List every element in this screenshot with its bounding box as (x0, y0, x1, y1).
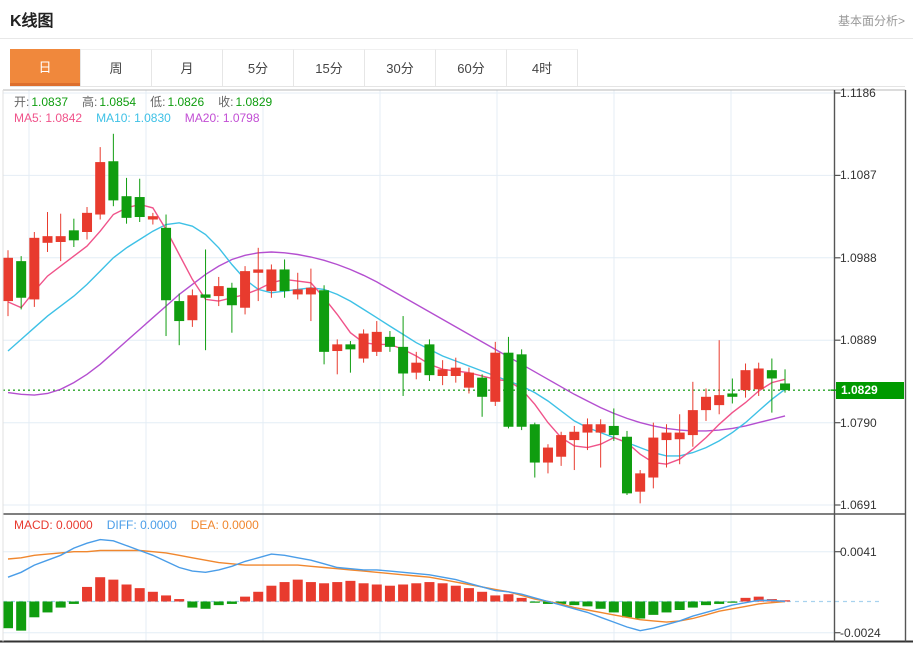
page-title: K线图 (10, 13, 54, 30)
macd-label: MACD: (14, 518, 53, 532)
close-label: 收: (218, 95, 234, 109)
ma-legend: MA5: 1.0842 MA10: 1.0830 MA20: 1.0798 (14, 111, 260, 125)
high-value: 1.0854 (99, 95, 137, 109)
ma5-label: MA5: (14, 111, 43, 125)
ma5-value: 1.0842 (45, 111, 83, 125)
price-tick-4: 1.0790 (840, 416, 877, 430)
tab-monthly[interactable]: 月 (152, 49, 223, 87)
diff-value-legend: DIFF: 0.0000 (107, 518, 177, 532)
dea-label: DEA: (190, 518, 219, 532)
open-label: 开: (14, 95, 30, 109)
macd-legend: MACD: 0.0000 DIFF: 0.0000 DEA: 0.0000 (14, 518, 259, 532)
tab-bar-underline (10, 86, 905, 87)
price-tick-5: 1.0691 (840, 498, 877, 512)
tab-weekly[interactable]: 周 (81, 49, 152, 87)
ma5-legend: MA5: 1.0842 (14, 111, 82, 125)
macd-tick-1: -0.0024 (840, 626, 881, 640)
tab-15min[interactable]: 15分 (294, 49, 365, 87)
low-value: 1.0826 (167, 95, 205, 109)
current-price-badge: 1.0829 (836, 382, 904, 399)
price-tick-1: 1.1087 (840, 168, 877, 182)
ma20-value: 1.0798 (222, 111, 260, 125)
ohlc-open: 开: 1.0837 (14, 93, 68, 110)
fundamental-analysis-link[interactable]: 基本面分析> (837, 14, 905, 28)
header-divider (0, 38, 913, 39)
diff-value: 0.0000 (140, 518, 177, 532)
ohlc-high: 高: 1.0854 (82, 93, 136, 110)
ohlc-low: 低: 1.0826 (150, 93, 204, 110)
price-tick-3: 1.0889 (840, 333, 877, 347)
dea-value-legend: DEA: 0.0000 (191, 518, 259, 532)
macd-value-legend: MACD: 0.0000 (14, 518, 93, 532)
high-label: 高: (82, 95, 98, 109)
tab-4hour[interactable]: 4时 (507, 49, 578, 87)
macd-value: 0.0000 (56, 518, 93, 532)
ohlc-legend: 开: 1.0837 高: 1.0854 低: 1.0826 收: 1.0829 (14, 93, 272, 110)
dea-value: 0.0000 (222, 518, 259, 532)
ma20-legend: MA20: 1.0798 (185, 111, 260, 125)
ohlc-close: 收: 1.0829 (218, 93, 272, 110)
diff-label: DIFF: (106, 518, 137, 532)
tab-5min[interactable]: 5分 (223, 49, 294, 87)
price-tick-0: 1.1186 (840, 86, 876, 100)
ma20-label: MA20: (184, 111, 220, 125)
close-value: 1.0829 (235, 95, 273, 109)
macd-tick-0: 0.0041 (840, 545, 877, 559)
ma10-value: 1.0830 (134, 111, 171, 125)
price-tick-2: 1.0988 (840, 251, 877, 265)
period-tab-bar: 日 周 月 5分 15分 30分 60分 4时 (10, 49, 578, 87)
low-label: 低: (150, 95, 166, 109)
ma10-legend: MA10: 1.0830 (96, 111, 171, 125)
ma10-label: MA10: (96, 111, 131, 125)
tab-30min[interactable]: 30分 (365, 49, 436, 87)
open-value: 1.0837 (31, 95, 69, 109)
tab-daily[interactable]: 日 (10, 49, 81, 86)
tab-60min[interactable]: 60分 (436, 49, 507, 87)
